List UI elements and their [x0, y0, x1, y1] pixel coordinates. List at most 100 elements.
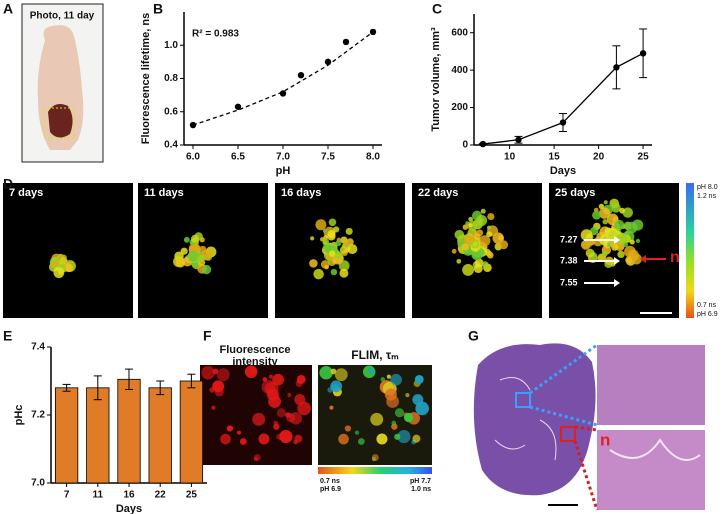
cell — [630, 253, 642, 265]
cell — [319, 366, 333, 380]
cell — [226, 425, 234, 432]
cell — [333, 226, 340, 233]
cell — [313, 268, 324, 280]
cell — [468, 216, 473, 222]
cell — [474, 258, 484, 268]
cell — [602, 218, 608, 225]
cell — [287, 393, 292, 398]
cell — [391, 420, 397, 426]
cell — [486, 231, 493, 238]
cell — [635, 238, 641, 243]
cell — [454, 229, 465, 240]
cell — [324, 264, 329, 270]
cell — [632, 219, 644, 231]
y-tick-label: 600 — [451, 27, 468, 38]
cb-label: pH 8.0 — [697, 184, 718, 191]
cell — [276, 408, 287, 418]
cell — [201, 264, 212, 275]
y-tick-label: 7.4 — [31, 342, 45, 353]
cell — [345, 227, 353, 235]
cell — [617, 250, 625, 259]
arrow-head — [640, 255, 646, 263]
cell — [451, 248, 457, 254]
frame — [3, 183, 133, 318]
cell — [479, 235, 491, 247]
f-title: Fluorescence — [220, 344, 291, 356]
cell — [212, 380, 225, 393]
y-tick-label: 0.6 — [164, 106, 178, 117]
cell — [386, 374, 391, 379]
y-tick-label: 1.0 — [164, 40, 178, 51]
bar — [86, 387, 110, 484]
tissue-detail — [494, 377, 557, 461]
cell — [53, 267, 65, 279]
frames: 7 days 11 days 16 days 22 days 25 days 7.27 7.… — [3, 183, 680, 318]
cell — [328, 250, 336, 257]
cb-label: 0.7 ns — [697, 302, 717, 309]
cell — [327, 230, 336, 239]
cell — [390, 373, 402, 386]
cell — [347, 244, 358, 255]
cell — [473, 233, 481, 241]
d-annotation: 7.38 — [560, 255, 578, 265]
cell — [197, 254, 206, 263]
cell — [272, 373, 284, 386]
colorbar — [686, 183, 694, 318]
g-annotation: n — [600, 430, 610, 449]
x-tick-label: 6.5 — [231, 152, 245, 163]
cell — [309, 259, 318, 268]
point — [479, 140, 487, 148]
panel-label: B — [153, 1, 163, 17]
colorbar — [318, 467, 432, 474]
x-axis-label: Days — [550, 165, 576, 177]
cell — [456, 258, 462, 264]
cell — [279, 429, 293, 444]
frame-label: 7 days — [9, 187, 43, 199]
cell — [330, 380, 343, 393]
annotation: R² = 0.983 — [192, 29, 239, 40]
x-tick-label: 7.0 — [276, 152, 290, 163]
point — [613, 64, 620, 71]
cell — [405, 393, 410, 398]
cb-label: pH 7.7 — [410, 478, 431, 485]
cell — [220, 433, 231, 445]
arrow-head — [614, 257, 620, 265]
x-tick-label: 11 — [93, 490, 104, 501]
cell — [344, 425, 352, 432]
cell — [487, 225, 492, 230]
x-tick-label: 15 — [549, 152, 561, 163]
d-annotation: 7.27 — [560, 234, 578, 244]
y-tick-label: 7.0 — [31, 478, 45, 489]
frame-label: 11 days — [144, 187, 184, 199]
cell — [258, 433, 270, 445]
cell — [183, 236, 190, 243]
y-tick-label: 0.8 — [164, 73, 178, 84]
arrow-head — [614, 279, 620, 287]
x-tick-label: 25 — [186, 490, 198, 501]
bar — [54, 387, 79, 484]
cb-label: 1.2 ns — [697, 193, 717, 200]
tissue — [473, 343, 596, 496]
cell — [216, 368, 230, 382]
cell — [461, 243, 469, 251]
x-tick-label: 7.5 — [321, 152, 335, 163]
series-line — [192, 31, 374, 126]
y-tick-label: 400 — [451, 65, 468, 76]
x-axis-label: Days — [116, 503, 142, 514]
cell — [614, 219, 625, 231]
cell — [268, 374, 273, 379]
connector — [529, 343, 598, 427]
panel-label: D — [3, 176, 13, 192]
x-tick-label: 8.0 — [366, 152, 380, 163]
cell — [296, 375, 306, 384]
cell — [357, 438, 365, 445]
cell — [499, 240, 509, 250]
cell — [482, 261, 489, 268]
x-tick-label: 10 — [504, 152, 516, 163]
cell — [354, 430, 360, 435]
cell — [330, 368, 337, 375]
f-title: intensity — [232, 356, 278, 368]
photo-title: Photo, 11 day — [30, 11, 95, 22]
bar — [179, 380, 204, 484]
